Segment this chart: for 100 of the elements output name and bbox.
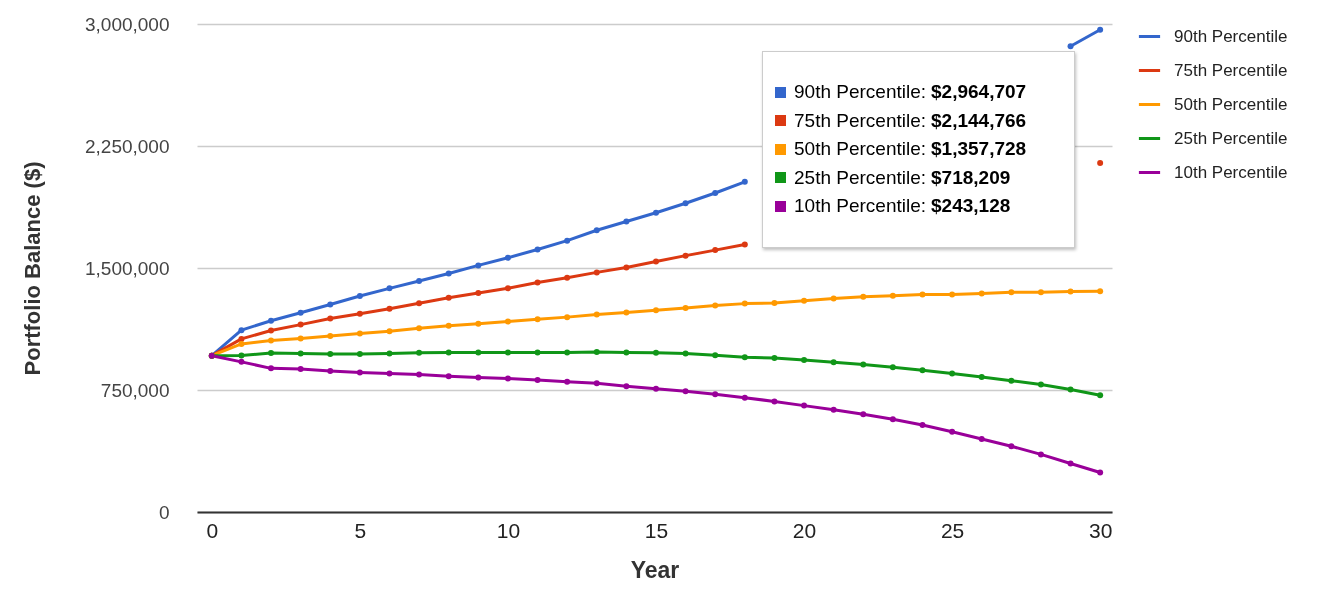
- point: [623, 383, 630, 390]
- point: [889, 416, 896, 423]
- point: [327, 301, 334, 308]
- point: [1008, 377, 1015, 384]
- point: [949, 291, 956, 298]
- point: [238, 352, 245, 359]
- point: [445, 349, 452, 356]
- x-tick-label: 0: [206, 518, 219, 542]
- point: [268, 365, 275, 372]
- point: [1037, 451, 1044, 458]
- point: [712, 391, 719, 398]
- point: [1008, 289, 1015, 296]
- point: [593, 311, 600, 318]
- y-tick-label: 0: [158, 501, 170, 523]
- point: [475, 262, 482, 269]
- y-tick-label: 750,000: [100, 379, 170, 401]
- point: [830, 295, 837, 302]
- point: [919, 291, 926, 298]
- x-tick-label: 5: [354, 518, 367, 542]
- point: [564, 314, 571, 321]
- point: [830, 406, 837, 413]
- point: [652, 307, 659, 314]
- point: [712, 302, 719, 309]
- point: [1097, 392, 1104, 399]
- point: [327, 367, 334, 374]
- point: [297, 366, 304, 373]
- point: [978, 435, 985, 442]
- x-axis-title: Year: [630, 556, 680, 583]
- point: [386, 350, 393, 357]
- point: [623, 309, 630, 316]
- point: [741, 354, 748, 361]
- point: [445, 373, 452, 380]
- point: [356, 310, 363, 317]
- point: [623, 218, 630, 225]
- point: [1097, 160, 1104, 167]
- annotation: 90th Percentile: $2,964,707: [794, 81, 1027, 104]
- point: [1097, 469, 1104, 476]
- point: [771, 299, 778, 306]
- point: [327, 350, 334, 357]
- point: [416, 300, 423, 307]
- point: [652, 258, 659, 265]
- point: [1067, 386, 1074, 393]
- point: [919, 421, 926, 428]
- point: [593, 227, 600, 234]
- point: [949, 370, 956, 377]
- point: [593, 348, 600, 355]
- point: [268, 327, 275, 334]
- point: [475, 320, 482, 327]
- point: [534, 349, 541, 356]
- point: [534, 376, 541, 383]
- point: [564, 378, 571, 385]
- point: [712, 190, 719, 196]
- x-tick-label: 20: [792, 518, 817, 542]
- point: [475, 349, 482, 356]
- point: [978, 373, 985, 380]
- point: [504, 375, 511, 382]
- point: [978, 290, 985, 297]
- point: [949, 428, 956, 435]
- point: [327, 315, 334, 322]
- point: [860, 411, 867, 418]
- point: [416, 278, 423, 285]
- point: [889, 364, 896, 371]
- point: [475, 374, 482, 381]
- y-axis-title: Portfolio Balance ($): [19, 161, 45, 376]
- annotation: 50th Percentile: $1,357,728: [794, 138, 1027, 161]
- point: [356, 350, 363, 357]
- point: [1067, 43, 1074, 50]
- point: [1037, 381, 1044, 388]
- y-tick-label: 1,500,000: [84, 257, 170, 279]
- point: [682, 252, 689, 259]
- point: [564, 237, 571, 244]
- point: [416, 371, 423, 378]
- point: [1008, 443, 1015, 450]
- point: [652, 385, 659, 392]
- point: [297, 350, 304, 357]
- x-tick-label: 30: [1088, 518, 1113, 542]
- point: [623, 264, 630, 271]
- point: [593, 380, 600, 387]
- point: [889, 292, 896, 299]
- point: [860, 293, 867, 300]
- point: [860, 361, 867, 368]
- point: [416, 325, 423, 332]
- point: [268, 350, 275, 357]
- point: [356, 330, 363, 337]
- x-tick-label: 15: [644, 518, 669, 542]
- point: [712, 247, 719, 254]
- point: [297, 321, 304, 328]
- point: [801, 357, 808, 364]
- point: [712, 352, 719, 359]
- point: [416, 349, 423, 356]
- x-tick-label: 25: [940, 518, 965, 542]
- point: [238, 335, 245, 342]
- y-tick-label: 2,250,000: [84, 135, 170, 157]
- point: [534, 279, 541, 286]
- point: [297, 309, 304, 316]
- legend-label: 75th Percentile: [1174, 60, 1288, 80]
- point: [534, 316, 541, 323]
- point: [741, 394, 748, 401]
- y-tick-label: 3,000,000: [84, 13, 170, 35]
- point: [356, 369, 363, 376]
